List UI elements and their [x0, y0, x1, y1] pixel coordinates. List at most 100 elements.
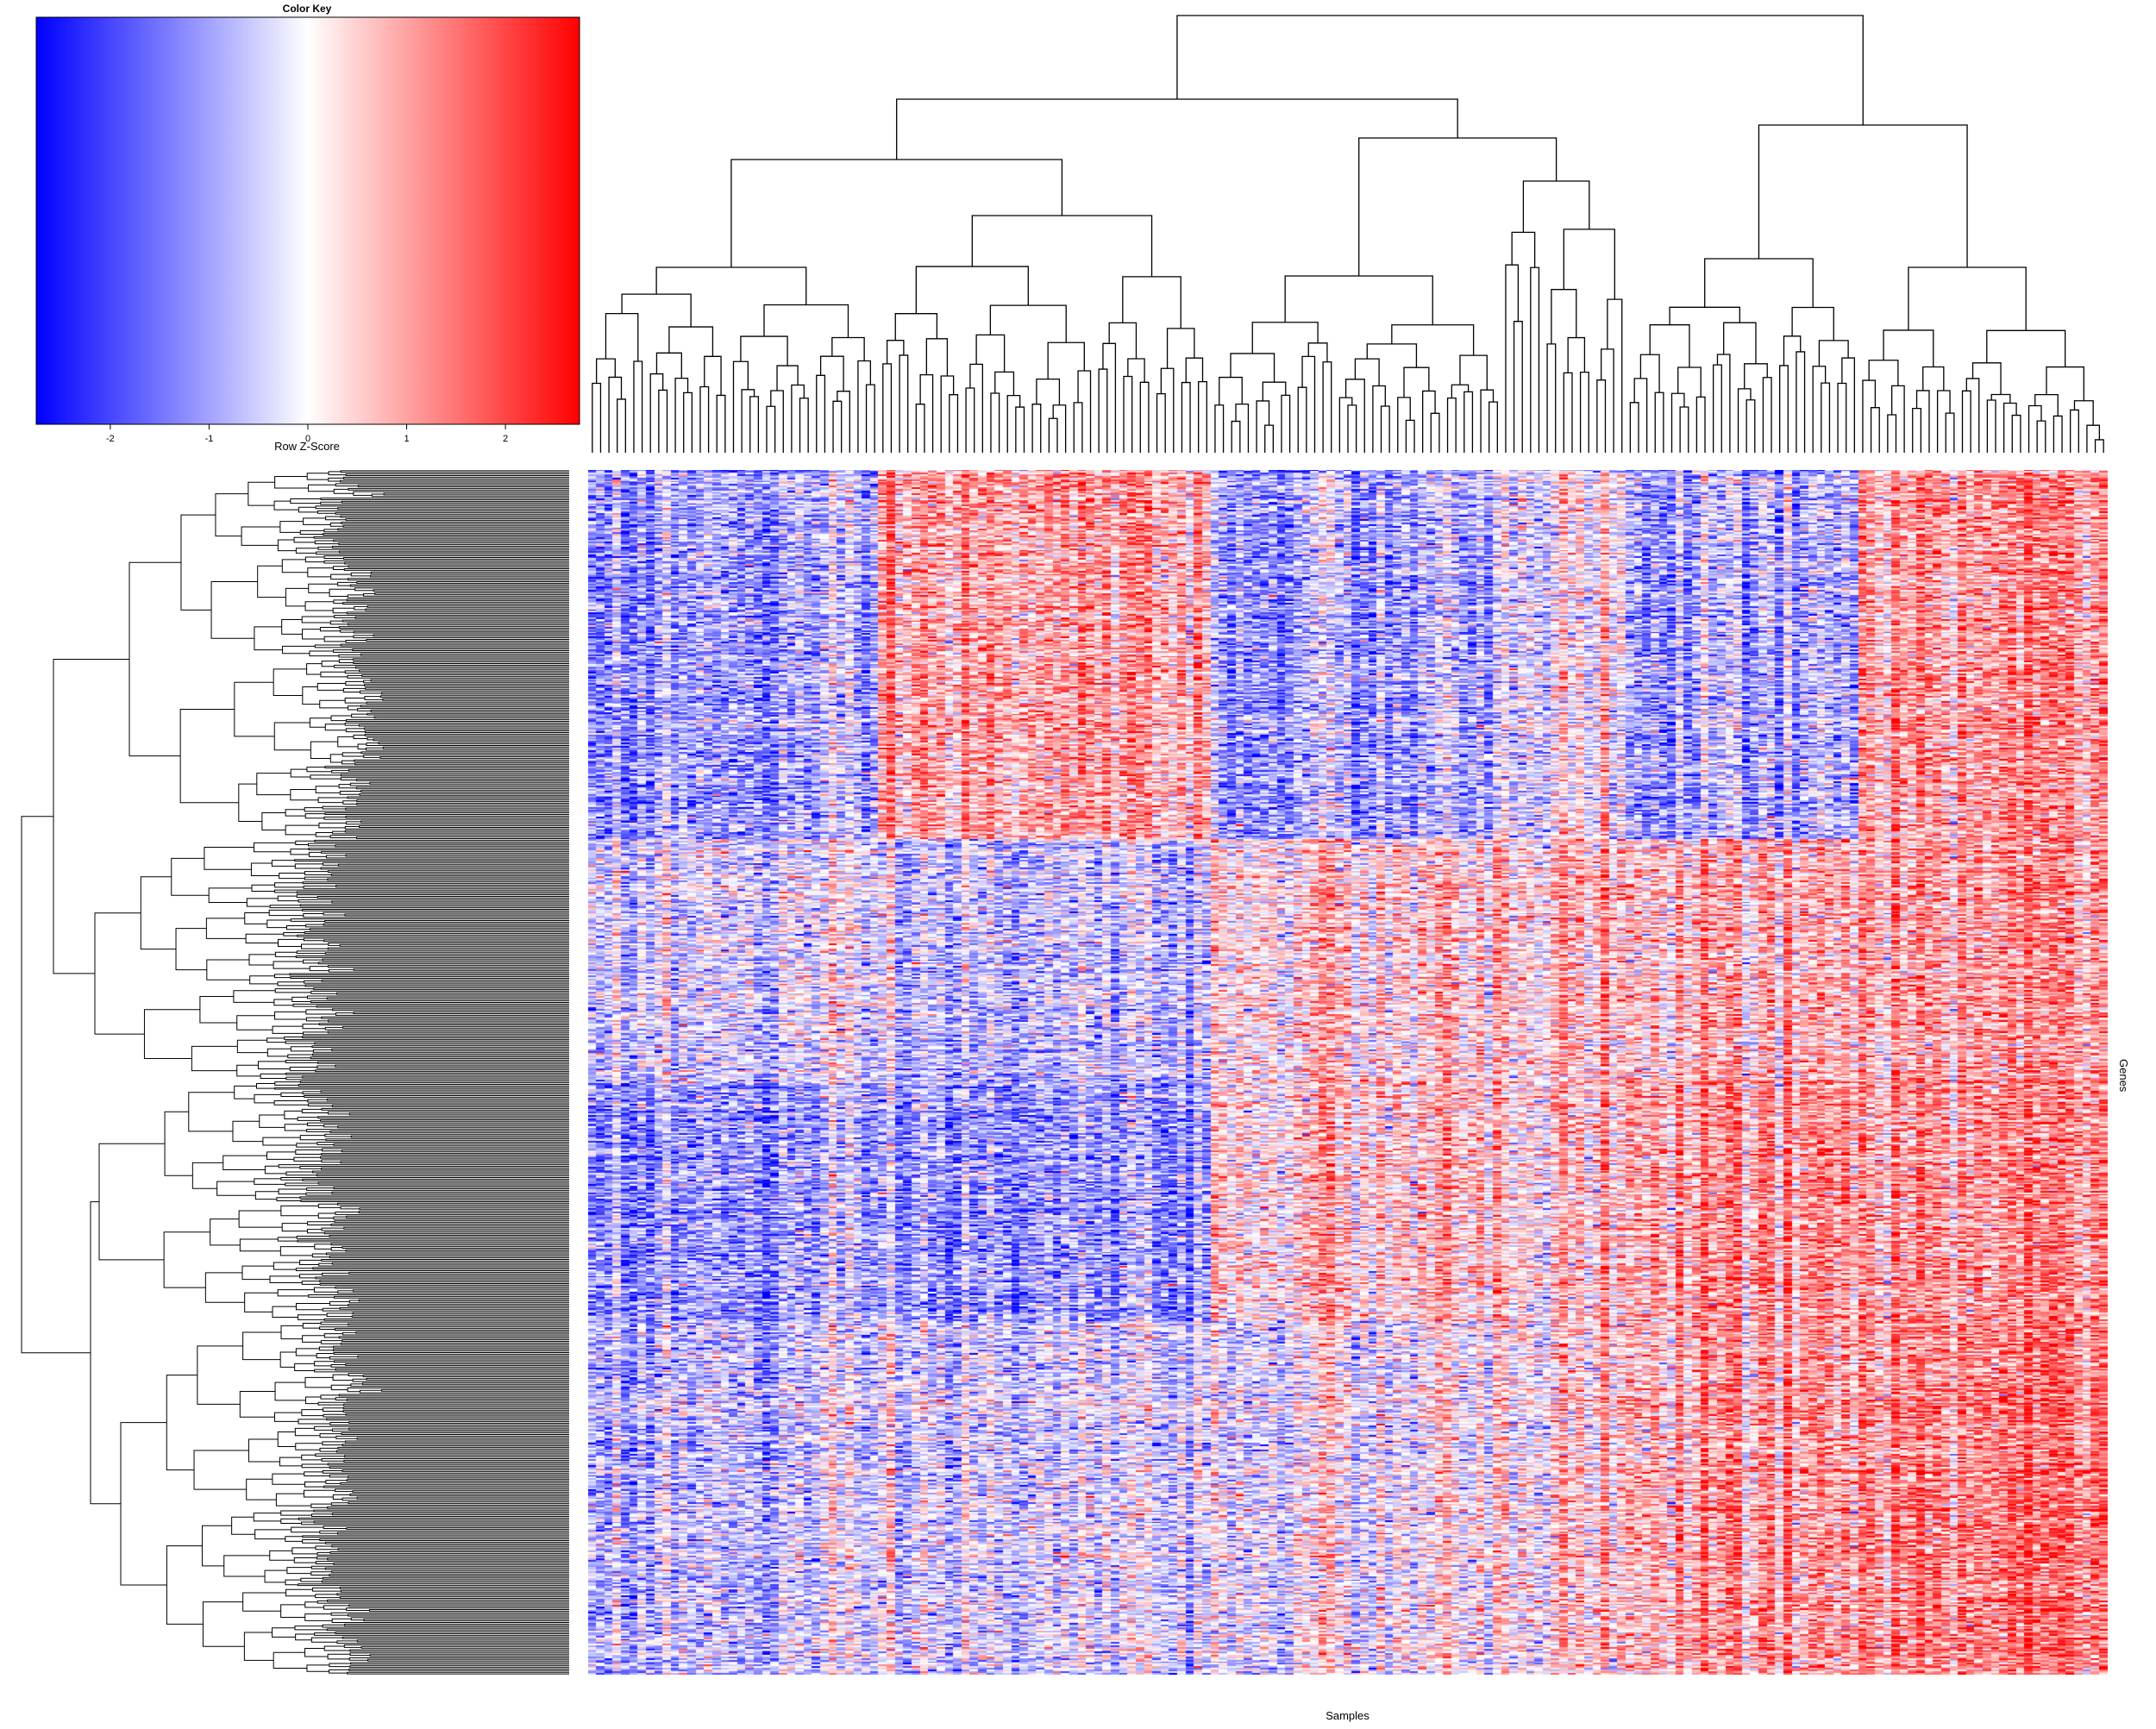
- row-dendrogram-link: [326, 1628, 569, 1632]
- col-dendrogram-link: [2036, 420, 2046, 453]
- row-dendrogram-link: [342, 1469, 569, 1472]
- row-dendrogram-link: [299, 1196, 569, 1200]
- row-dendrogram-link: [285, 824, 319, 836]
- row-dendrogram-link: [334, 1220, 569, 1224]
- row-dendrogram-link: [294, 1427, 321, 1437]
- row-dendrogram-link: [321, 1153, 569, 1156]
- col-dendrogram-link: [1891, 385, 1905, 453]
- row-dendrogram-link: [307, 1122, 569, 1126]
- row-dendrogram-link: [324, 919, 569, 923]
- row-dendrogram-link: [317, 546, 569, 550]
- row-dendrogram-link: [329, 1130, 569, 1133]
- row-dendrogram-link: [366, 1377, 569, 1381]
- col-dendrogram-link: [1338, 397, 1353, 453]
- col-dendrogram-link: [1015, 406, 1025, 453]
- row-dendrogram-link: [305, 1009, 336, 1015]
- row-dendrogram-link: [320, 1321, 569, 1325]
- row-dendrogram-link: [363, 680, 569, 684]
- col-dendrogram-link: [1036, 379, 1061, 405]
- row-dendrogram-link: [273, 668, 307, 697]
- row-dendrogram-link: [367, 605, 569, 608]
- row-dendrogram-link: [312, 1053, 569, 1056]
- row-dendrogram-link: [334, 664, 569, 668]
- row-dendrogram-link: [295, 955, 569, 958]
- row-dendrogram-link: [277, 539, 297, 552]
- row-dendrogram-link: [342, 1339, 569, 1342]
- row-dendrogram-link: [342, 1410, 569, 1413]
- row-dendrogram-link: [312, 1267, 569, 1270]
- row-dendrogram-link: [330, 1612, 569, 1616]
- col-dendrogram-link: [1372, 385, 1386, 453]
- row-dendrogram-link: [318, 1023, 569, 1026]
- col-dendrogram-link: [1281, 394, 1291, 453]
- row-dendrogram-link: [346, 1215, 569, 1218]
- col-dendrogram-link: [1301, 355, 1316, 453]
- row-dendrogram-link: [323, 555, 569, 559]
- row-dendrogram-link: [360, 705, 569, 708]
- row-dendrogram-link: [338, 1394, 569, 1397]
- row-dendrogram-link: [335, 1286, 569, 1289]
- row-dendrogram-link: [365, 608, 569, 611]
- row-dendrogram-link: [336, 1532, 569, 1535]
- col-dendrogram-link: [1936, 390, 1951, 453]
- col-dendrogram-link: [1505, 264, 1520, 453]
- row-dendrogram-link: [360, 820, 569, 824]
- row-dendrogram-link: [276, 1197, 302, 1202]
- row-dendrogram-link: [336, 992, 569, 995]
- row-dendrogram-link: [272, 1473, 305, 1485]
- row-dendrogram-link: [301, 1409, 323, 1417]
- row-dendrogram-link: [345, 719, 569, 723]
- row-dendrogram-link: [338, 626, 569, 629]
- col-dendrogram-link: [1297, 386, 1307, 453]
- row-dendrogram-link: [286, 1567, 312, 1575]
- row-dendrogram-link: [319, 699, 348, 709]
- col-dendrogram-link: [1744, 363, 1768, 389]
- row-dendrogram-link: [369, 1654, 569, 1657]
- row-dendrogram-link: [342, 1444, 569, 1447]
- row-dendrogram-link: [310, 1637, 343, 1643]
- col-dendrogram-link: [655, 352, 682, 379]
- row-dendrogram-link: [242, 1331, 282, 1361]
- row-dendrogram-link: [279, 1246, 315, 1256]
- col-dendrogram-link: [1639, 354, 1660, 393]
- row-dendrogram-link: [279, 1351, 297, 1368]
- row-dendrogram-link: [323, 923, 569, 926]
- row-dendrogram-link: [311, 1045, 569, 1049]
- row-dendrogram-link: [333, 1143, 569, 1146]
- col-dendrogram-link: [1127, 358, 1145, 383]
- row-dendrogram-link: [274, 1011, 307, 1020]
- row-dendrogram-link: [274, 1081, 301, 1086]
- row-dendrogram-link: [368, 1609, 569, 1612]
- row-dendrogram-link: [363, 592, 569, 597]
- col-dendrogram-link: [1812, 366, 1827, 453]
- row-dendrogram-link: [316, 1174, 569, 1177]
- row-dendrogram-link: [321, 1167, 569, 1170]
- row-dendrogram-link: [359, 1207, 569, 1211]
- row-dendrogram-link: [285, 809, 306, 817]
- row-dendrogram-link: [293, 1557, 317, 1563]
- row-dendrogram-link: [166, 1375, 197, 1471]
- row-dendrogram-link: [347, 1671, 569, 1675]
- row-dendrogram-link: [344, 1455, 569, 1458]
- col-dendrogram-link: [766, 405, 776, 453]
- row-dendrogram-link: [340, 470, 569, 473]
- col-dendrogram-link: [832, 400, 843, 453]
- col-dendrogram-link: [1322, 361, 1332, 453]
- row-dendrogram-link: [232, 1120, 263, 1143]
- row-dendrogram-link: [304, 1376, 334, 1388]
- row-dendrogram-link: [262, 1137, 301, 1146]
- row-dendrogram-link: [334, 1360, 569, 1363]
- row-dendrogram-link: [302, 908, 569, 911]
- col-dendrogram-link: [915, 266, 1029, 314]
- row-dendrogram-link: [188, 1092, 235, 1132]
- row-dendrogram-link: [344, 697, 367, 704]
- row-dendrogram-link: [299, 1259, 322, 1266]
- row-dendrogram-link: [299, 904, 569, 907]
- row-dendrogram-link: [290, 768, 310, 778]
- col-dendrogram-link: [1677, 366, 1702, 398]
- col-dendrogram-link: [1511, 231, 1536, 268]
- row-dendrogram-link: [348, 1475, 569, 1479]
- row-dendrogram-link: [331, 769, 569, 774]
- row-dendrogram-link: [128, 561, 181, 757]
- col-dendrogram-link: [1513, 321, 1523, 453]
